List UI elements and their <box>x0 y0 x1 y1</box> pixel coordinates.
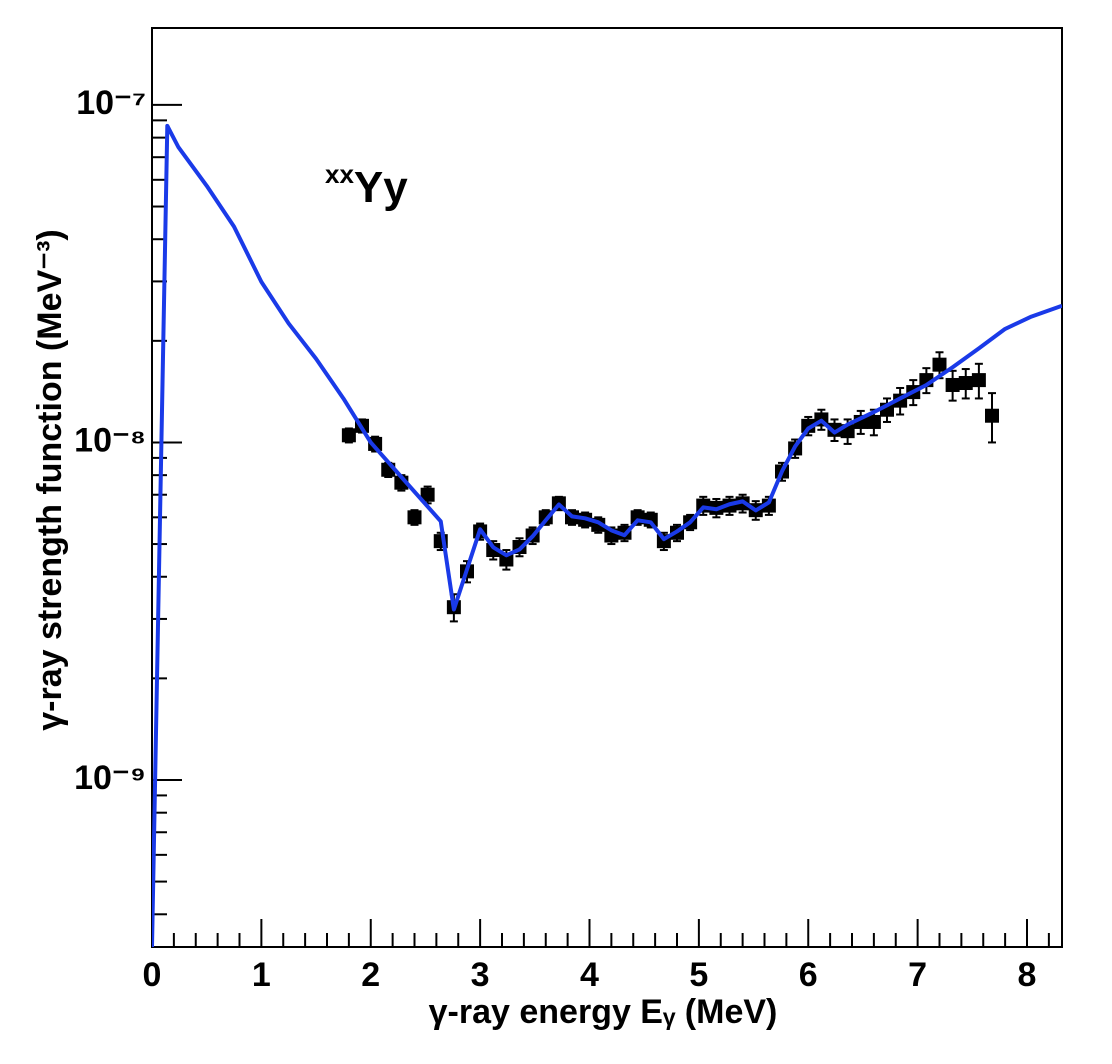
marker <box>827 422 842 437</box>
y-axis-label: γ-ray strength function (MeV⁻³) <box>31 229 69 731</box>
marker <box>971 373 986 388</box>
marker <box>985 408 999 423</box>
marker <box>420 487 435 502</box>
marker <box>499 552 514 567</box>
x-tick-label: 0 <box>143 956 162 994</box>
x-tick-label: 3 <box>471 956 490 994</box>
frame <box>151 27 1063 948</box>
y-tick-label: 10⁻⁷ <box>76 84 146 122</box>
plot-area <box>152 123 1062 947</box>
y-tick-label: 10⁻⁸ <box>74 421 146 459</box>
x-tick-label: 2 <box>361 956 380 994</box>
x-tick-label: 6 <box>799 956 818 994</box>
marker <box>341 428 356 443</box>
marker <box>486 543 501 558</box>
marker <box>761 498 776 513</box>
marker <box>801 418 816 433</box>
x-tick-label: 1 <box>252 956 271 994</box>
x-tick-label: 7 <box>908 956 927 994</box>
marker <box>932 357 947 372</box>
x-tick-label: 4 <box>580 956 599 994</box>
x-tick-label: 8 <box>1018 956 1037 994</box>
y-tick-label: 10⁻⁹ <box>74 759 146 797</box>
marker <box>958 376 973 391</box>
x-tick-label: 5 <box>689 956 708 994</box>
annotation-text: Yy <box>354 163 408 212</box>
annotation-sup: xx <box>325 159 354 189</box>
annotation: xxYy <box>325 159 408 212</box>
curve <box>152 123 1062 947</box>
marker <box>407 510 422 525</box>
x-axis-label: γ-ray energy Eᵧ (MeV) <box>429 993 778 1031</box>
marker <box>866 414 881 429</box>
marker <box>945 377 960 392</box>
